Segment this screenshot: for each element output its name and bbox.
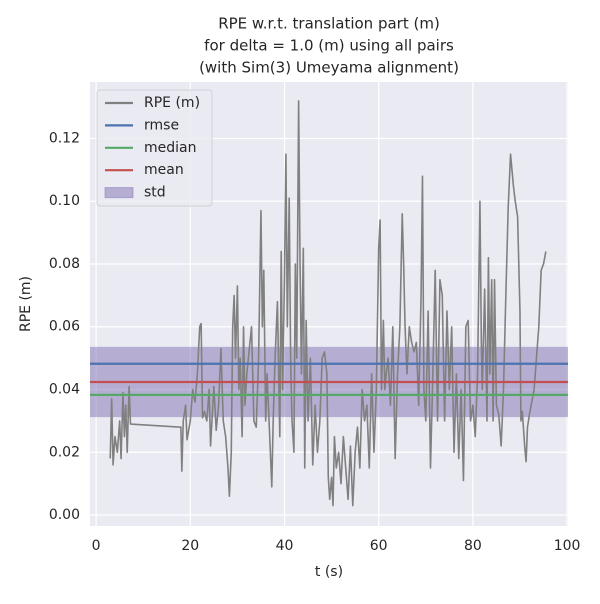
legend-box xyxy=(96,89,213,207)
legend-label: RPE (m) xyxy=(144,95,200,111)
x-tick-label: 80 xyxy=(464,538,482,554)
chart-title: (with Sim(3) Umeyama alignment) xyxy=(199,59,459,77)
y-tick-label: 0.08 xyxy=(49,256,80,272)
y-tick-label: 0.10 xyxy=(49,193,80,209)
x-tick-label: 60 xyxy=(370,538,388,554)
chart-title: for delta = 1.0 (m) using all pairs xyxy=(204,37,454,55)
y-tick-label: 0.00 xyxy=(49,507,80,523)
legend-swatch xyxy=(104,187,134,199)
x-tick-label: 20 xyxy=(181,538,199,554)
x-tick-label: 100 xyxy=(554,538,581,554)
chart-title: RPE w.r.t. translation part (m) xyxy=(218,15,440,33)
data-line xyxy=(109,100,547,507)
legend-label: std xyxy=(144,185,166,201)
x-axis-label: t (s) xyxy=(315,564,343,580)
y-tick-label: 0.04 xyxy=(49,382,80,398)
x-tick-label: 0 xyxy=(92,538,101,554)
y-tick-label: 0.12 xyxy=(49,130,80,146)
y-tick-label: 0.06 xyxy=(49,319,80,335)
y-axis-label: RPE (m) xyxy=(18,276,34,332)
x-tick-label: 40 xyxy=(276,538,294,554)
legend-label: rmse xyxy=(144,117,179,133)
y-tick-label: 0.02 xyxy=(49,444,80,460)
legend-label: median xyxy=(144,140,196,156)
legend-label: mean xyxy=(144,162,184,178)
